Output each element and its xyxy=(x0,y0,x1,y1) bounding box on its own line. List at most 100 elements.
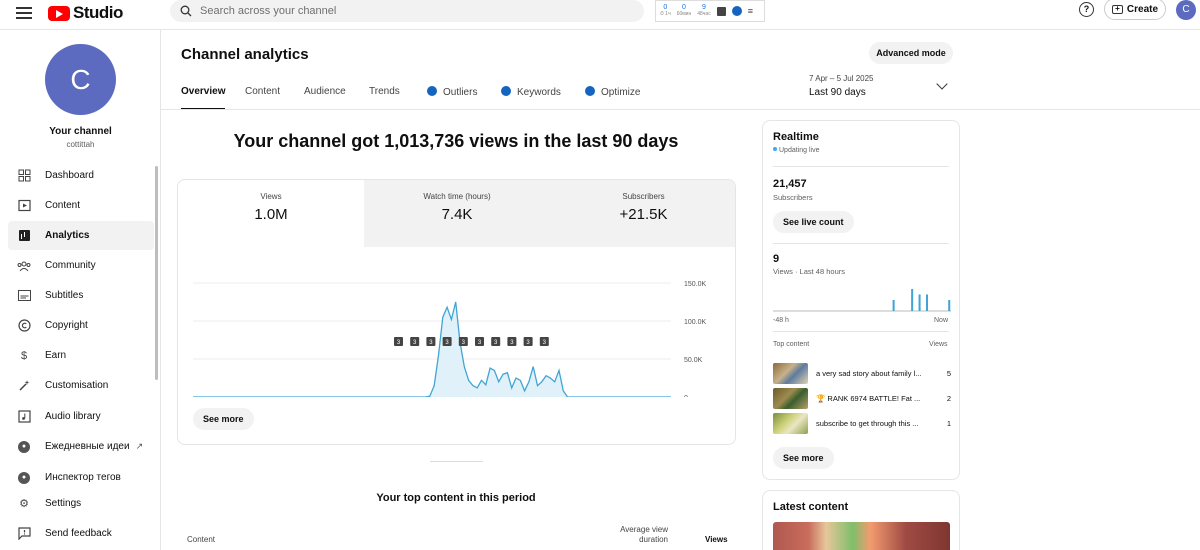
ext-logo-icon[interactable] xyxy=(731,6,742,16)
see-more-button[interactable]: See more xyxy=(193,408,254,430)
metric-value: 7.4K xyxy=(441,206,473,223)
sidebar-item-label: Dashboard xyxy=(45,170,94,181)
see-live-count-button[interactable]: See live count xyxy=(773,211,854,233)
sidebar-item-subtitles[interactable]: Subtitles xyxy=(8,281,154,310)
upload-marker xyxy=(523,337,533,346)
list-item[interactable]: 🏆 RANK 6974 BATTLE! Fat ... 2 xyxy=(773,388,951,410)
tab-content[interactable]: Content xyxy=(245,86,281,97)
col-views: Views xyxy=(705,535,728,544)
sidebar-item-copyright[interactable]: Copyright xyxy=(8,311,154,340)
advanced-mode-button[interactable]: Advanced mode xyxy=(869,42,953,64)
upload-marker xyxy=(442,337,452,346)
upload-marker xyxy=(410,337,420,346)
live-dot-icon xyxy=(773,147,777,151)
ext-stat-60m: 0 60мин xyxy=(676,4,692,17)
sidebar-item-customisation[interactable]: Customisation xyxy=(8,371,154,400)
video-views: 2 xyxy=(946,394,951,403)
y-tick-label: 50.0K xyxy=(684,357,703,364)
series-line xyxy=(193,301,671,397)
chevron-down-icon[interactable] xyxy=(936,78,948,90)
sidebar-item-earn[interactable]: $ Earn xyxy=(8,341,154,370)
metric-label: Subscribers xyxy=(622,192,665,201)
ext-menu-icon[interactable]: ≡ xyxy=(747,6,753,16)
sidebar-item-settings[interactable]: ⚙ Settings xyxy=(8,489,154,518)
rt-bar xyxy=(948,300,951,311)
tab-optimize[interactable]: Optimize xyxy=(585,86,640,110)
earn-icon: $ xyxy=(20,349,28,362)
sidebar-item-community[interactable]: Community xyxy=(8,251,154,280)
y-tick-label: 0 xyxy=(684,395,688,397)
metric-views[interactable]: Views 1.0M xyxy=(178,180,364,247)
search-bar[interactable] xyxy=(170,0,644,22)
views-headline: Your channel got 1,013,736 views in the … xyxy=(233,131,679,151)
page-title: Channel analytics xyxy=(181,46,309,63)
content-icon xyxy=(17,199,31,213)
video-title: 🏆 RANK 6974 BATTLE! Fat ... xyxy=(816,394,921,403)
upload-marker xyxy=(458,337,468,346)
upload-marker-label: 3 xyxy=(462,340,466,346)
realtime-subscribers-value: 21,457 xyxy=(773,178,807,190)
realtime-card: Realtime Updating live 21,457 Subscriber… xyxy=(762,120,960,480)
tab-keywords[interactable]: Keywords xyxy=(501,86,561,110)
sidebar-item-label: Send feedback xyxy=(45,528,112,539)
sidebar-item-label: Audio library xyxy=(45,411,101,422)
upload-marker-label: 3 xyxy=(526,340,530,346)
metric-watch-time[interactable]: Watch time (hours) 7.4K xyxy=(364,180,550,247)
search-input[interactable] xyxy=(200,5,580,17)
date-range-picker[interactable]: 7 Apr – 5 Jul 2025 Last 90 days xyxy=(809,74,874,98)
tab-audience[interactable]: Audience xyxy=(304,86,346,97)
video-thumbnail xyxy=(773,388,808,409)
date-period-text: Last 90 days xyxy=(809,87,866,98)
tab-outliers[interactable]: Outliers xyxy=(427,86,477,110)
upload-marker-label: 3 xyxy=(543,340,547,346)
account-avatar[interactable]: C xyxy=(1176,0,1196,20)
gear-icon: ⚙ xyxy=(19,498,29,510)
ext-stat-1h: 0 ⏱ 1ч xyxy=(660,4,671,17)
sidebar-item-daily-ideas[interactable]: ● Ежедневные идеи ↗ xyxy=(8,432,154,461)
sidebar-item-dashboard[interactable]: Dashboard xyxy=(8,161,154,190)
menu-icon[interactable] xyxy=(16,7,32,21)
help-icon[interactable]: ? xyxy=(1079,2,1094,17)
realtime-views-label: Views · Last 48 hours xyxy=(773,267,845,276)
list-item[interactable]: subscribe to get through this ... 1 xyxy=(773,413,951,435)
upload-marker-label: 3 xyxy=(478,340,482,346)
list-item[interactable]: a very sad story about family l... 5 xyxy=(773,363,951,385)
sidebar-item-content[interactable]: Content xyxy=(8,191,154,220)
views-col-label: Views xyxy=(929,341,948,348)
extension-widget[interactable]: 0 ⏱ 1ч 0 60мин 9 48час ≡ xyxy=(655,0,765,22)
top-content-title: Your top content in this period xyxy=(376,492,536,504)
latest-video-thumbnail[interactable] xyxy=(773,522,950,550)
sidebar-item-analytics[interactable]: Analytics xyxy=(8,221,154,250)
sidebar-item-label: Settings xyxy=(45,498,82,509)
sidebar-item-tag-inspector[interactable]: ● Инспектор тегов xyxy=(8,463,154,492)
extension-icon xyxy=(427,86,437,96)
upload-marker xyxy=(426,337,436,346)
copyright-icon xyxy=(17,319,31,333)
divider xyxy=(773,166,949,167)
video-thumbnail xyxy=(773,413,808,434)
sidebar-item-label: Copyright xyxy=(45,320,88,331)
tab-overview[interactable]: Overview xyxy=(181,86,226,110)
rt-axis-left: -48 h xyxy=(773,317,789,324)
realtime-title: Realtime xyxy=(773,131,819,143)
video-views: 1 xyxy=(946,419,951,428)
sidebar-scrollbar[interactable] xyxy=(155,166,158,380)
date-range-text: 7 Apr – 5 Jul 2025 xyxy=(809,74,874,83)
studio-logo[interactable]: Studio xyxy=(48,1,123,25)
channel-avatar[interactable]: C xyxy=(45,44,116,115)
your-channel-label: Your channel xyxy=(49,126,112,137)
sidebar-item-audio-library[interactable]: Audio library xyxy=(8,402,154,431)
realtime-views-chart[interactable] xyxy=(773,281,951,313)
sidebar-item-send-feedback[interactable]: Send feedback xyxy=(8,519,154,548)
video-title: subscribe to get through this ... xyxy=(816,419,919,428)
upload-marker-label: 3 xyxy=(494,340,498,346)
audio-library-icon xyxy=(17,410,31,424)
tab-trends[interactable]: Trends xyxy=(369,86,400,97)
see-more-button[interactable]: See more xyxy=(773,447,834,469)
metric-subscribers[interactable]: Subscribers +21.5K xyxy=(550,180,735,247)
ext-chart-icon[interactable] xyxy=(716,6,726,16)
video-views: 5 xyxy=(946,369,951,378)
create-button[interactable]: + Create xyxy=(1104,0,1166,20)
